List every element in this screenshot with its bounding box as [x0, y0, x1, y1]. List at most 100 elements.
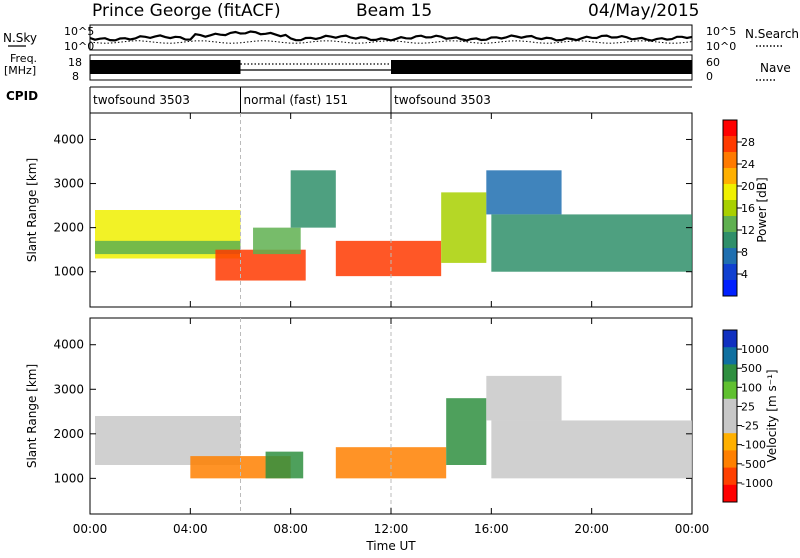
noise-tick-left-bottom: 10^0	[64, 40, 94, 53]
velocity-colorbar-swatch	[723, 484, 737, 503]
velocity-colorbar-swatch	[723, 467, 737, 486]
cpid-label: CPID	[6, 89, 38, 103]
station-title: Prince George (fitACF)	[92, 1, 281, 21]
power-colorbar-swatch	[723, 152, 737, 169]
velocity-colorbar-label: Velocity [m s⁻¹]	[765, 369, 779, 462]
power-colorbar-swatch	[723, 232, 737, 249]
velocity-ylabel: Slant Range [km]	[25, 364, 39, 468]
x-tick-label: 20:00	[574, 522, 609, 536]
freq-trace-band	[90, 60, 241, 74]
power-colorbar-label: Power [dB]	[755, 177, 769, 242]
velocity-ytick-label: 4000	[53, 338, 84, 352]
velocity-colorbar-swatch	[723, 433, 737, 451]
velocity-yticks: 4000 3000 2000 1000	[53, 338, 692, 485]
velocity-region	[265, 451, 304, 479]
power-colorbar-tick-label: 12	[741, 224, 755, 237]
velocity-colorbar-tick-label: 1000	[741, 343, 769, 356]
freq-label-1: Freq.	[10, 52, 37, 65]
power-region	[486, 170, 562, 215]
noise-tick-right-top: 10^5	[706, 25, 736, 38]
x-tick-label: 00:00	[73, 522, 108, 536]
power-colorbar: 28 24 20 16 12 8 4	[722, 119, 755, 297]
power-region	[335, 240, 442, 277]
power-ytick-label: 2000	[53, 221, 84, 235]
x-ticks: 00:00 04:00 08:00 12:00 16:00 20:00 00:00	[73, 113, 710, 536]
date-label: 04/May/2015	[588, 1, 700, 21]
velocity-region	[486, 375, 562, 421]
cpid-segment-label: twofsound 3503	[93, 93, 190, 107]
freq-label-2: [MHz]	[4, 64, 36, 77]
power-colorbar-tick-label: 16	[741, 202, 755, 215]
power-colorbar-tick-label: 20	[741, 180, 755, 193]
velocity-colorbar-tick-label: 25	[741, 400, 755, 413]
nave-tick-top: 60	[706, 56, 720, 69]
power-ytick-label: 1000	[53, 265, 84, 279]
nsky-label: N.Sky	[3, 31, 37, 45]
power-colorbar-swatch	[723, 136, 737, 153]
x-tick-label: 12:00	[374, 522, 409, 536]
freq-tick-top: 18	[68, 56, 82, 69]
power-regions	[95, 113, 692, 307]
power-colorbar-swatch	[723, 184, 737, 201]
nsearch-trace	[89, 40, 693, 44]
velocity-colorbar-tick-label: -25	[741, 420, 759, 433]
x-tick-label: 00:00	[675, 522, 710, 536]
velocity-colorbar-frame	[722, 329, 738, 503]
velocity-colorbar-tick-label: -100	[741, 439, 766, 452]
power-colorbar-swatch	[723, 264, 737, 281]
power-colorbar-swatch	[723, 216, 737, 233]
power-region	[95, 240, 241, 255]
x-tick-label: 08:00	[273, 522, 308, 536]
velocity-region	[491, 420, 692, 479]
freq-bars	[90, 60, 692, 74]
power-colorbar-tick-label: 28	[741, 136, 755, 149]
velocity-ytick-label: 3000	[53, 382, 84, 396]
power-ytick-label: 3000	[53, 177, 84, 191]
nave-tick-bottom: 0	[706, 70, 713, 83]
velocity-colorbar-swatch	[723, 347, 737, 365]
power-colorbar-swatch	[723, 120, 737, 137]
x-tick-label: 16:00	[474, 522, 509, 536]
velocity-colorbar-swatch	[723, 398, 737, 417]
power-ylabel: Slant Range [km]	[25, 158, 39, 262]
beam-label: Beam 15	[356, 1, 432, 21]
power-colorbar-swatch	[723, 168, 737, 185]
nsky-trace	[89, 30, 693, 42]
power-region	[290, 170, 336, 228]
velocity-colorbar-tick-label: -500	[741, 458, 766, 471]
velocity-colorbar: 1000 500 100 25 -25 -100 -500 -1000	[722, 329, 773, 503]
power-region	[491, 214, 692, 272]
nave-label: Nave	[760, 61, 791, 75]
cpid-segment-label: normal (fast) 151	[244, 93, 348, 107]
power-ytick-label: 4000	[53, 132, 84, 146]
power-region	[215, 249, 306, 281]
noise-tick-left-top: 10^5	[64, 25, 94, 38]
x-axis-label: Time UT	[365, 539, 416, 553]
velocity-regions	[95, 318, 692, 514]
power-colorbar-tick-label: 8	[741, 246, 748, 259]
power-colorbar-swatch	[723, 200, 737, 217]
power-colorbar-swatch	[723, 280, 737, 297]
power-region	[441, 192, 487, 263]
velocity-colorbar-tick-label: 100	[741, 381, 762, 394]
velocity-colorbar-tick-label: 500	[741, 362, 762, 375]
power-yticks: 4000 3000 2000 1000	[53, 132, 692, 279]
power-colorbar-swatch	[723, 248, 737, 265]
velocity-colorbar-swatch	[723, 450, 737, 469]
velocity-colorbar-swatch	[723, 416, 737, 434]
velocity-region	[446, 398, 487, 465]
power-colorbar-tick-label: 4	[741, 268, 748, 281]
cpid-segment-label: twofsound 3503	[394, 93, 491, 107]
velocity-colorbar-swatch	[723, 381, 737, 400]
noise-tick-right-bottom: 10^0	[706, 40, 736, 53]
velocity-ytick-label: 2000	[53, 427, 84, 441]
freq-tick-bottom: 8	[72, 70, 79, 83]
power-region	[253, 227, 301, 255]
nsearch-label: N.Search	[745, 27, 799, 41]
velocity-colorbar-tick-label: -1000	[741, 477, 773, 490]
noise-lines	[89, 30, 693, 44]
velocity-colorbar-swatch	[723, 364, 737, 383]
x-tick-label: 04:00	[173, 522, 208, 536]
